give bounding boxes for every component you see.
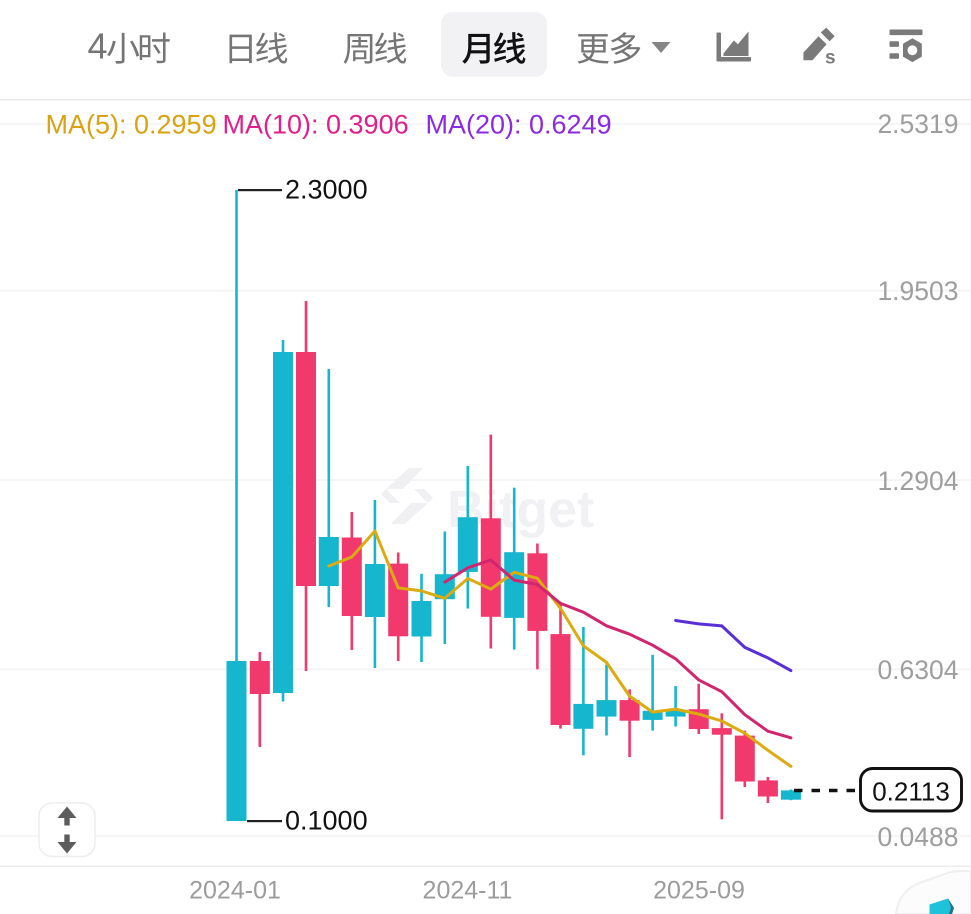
svg-text:0.6304: 0.6304 [877, 655, 958, 685]
svg-text:2024-11: 2024-11 [423, 877, 513, 905]
svg-text:MA(20): 0.6249: MA(20): 0.6249 [426, 110, 612, 140]
svg-text:0.1000: 0.1000 [285, 806, 368, 836]
svg-text:0.2113: 0.2113 [872, 777, 950, 807]
svg-text:s: s [825, 48, 836, 69]
svg-text:MA(10): 0.3906: MA(10): 0.3906 [223, 110, 409, 140]
svg-text:2.5319: 2.5319 [877, 109, 958, 139]
svg-text:MA(5): 0.2959: MA(5): 0.2959 [46, 110, 217, 140]
svg-text:1.2904: 1.2904 [877, 466, 958, 496]
svg-text:2.3000: 2.3000 [285, 175, 368, 205]
svg-text:2024-01: 2024-01 [189, 877, 281, 905]
svg-text:0.0488: 0.0488 [877, 822, 958, 852]
svg-text:4: 4 [88, 26, 108, 67]
svg-text:2025-09: 2025-09 [653, 877, 745, 905]
svg-text:1.9503: 1.9503 [877, 276, 958, 306]
